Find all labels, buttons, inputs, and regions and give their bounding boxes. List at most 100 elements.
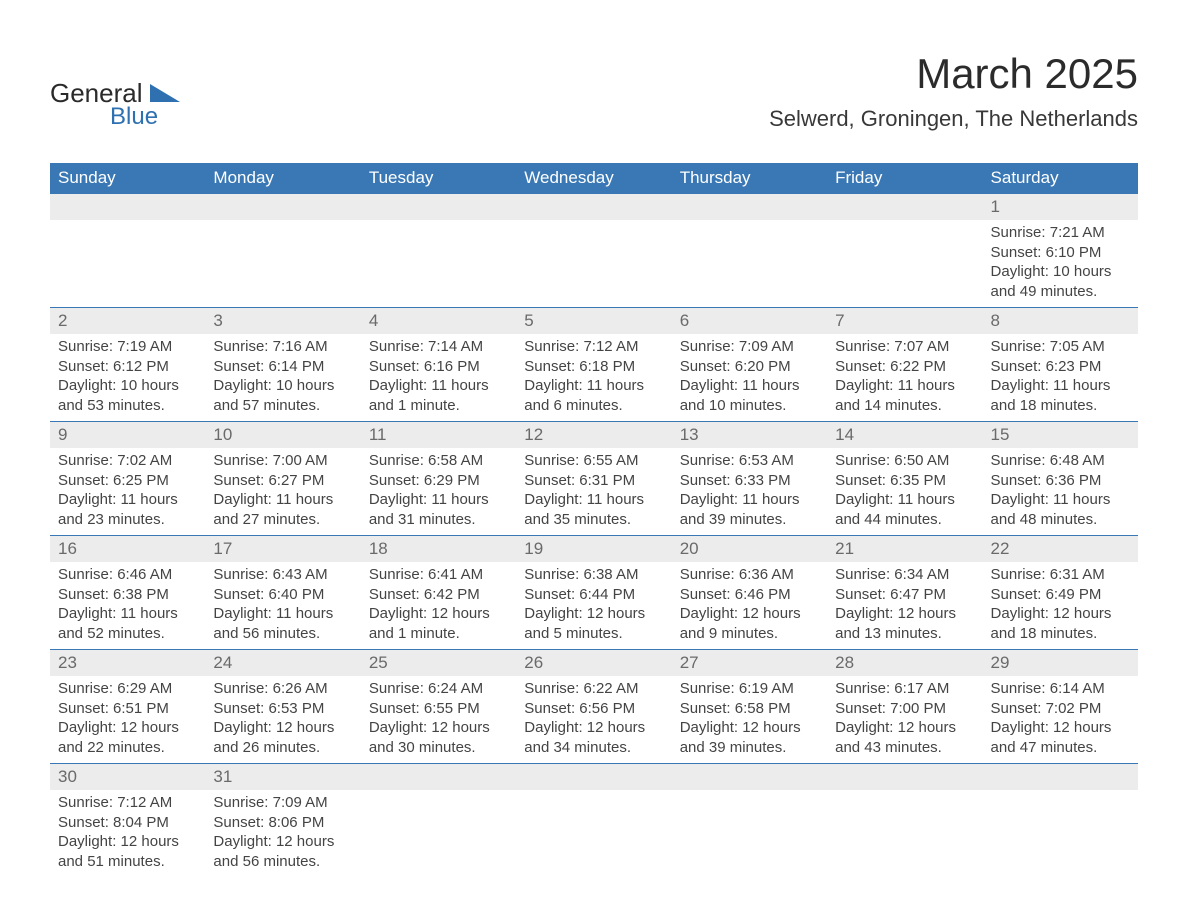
sunrise-line: Sunrise: 6:41 AM [369, 565, 508, 585]
sunrise-line: Sunrise: 7:21 AM [991, 223, 1130, 243]
sunset-line: Sunset: 6:27 PM [213, 471, 352, 491]
day-number-cell: 26 [516, 650, 671, 677]
calendar-table: SundayMondayTuesdayWednesdayThursdayFrid… [50, 163, 1138, 877]
sunrise-line: Sunrise: 7:09 AM [213, 793, 352, 813]
sunrise-line: Sunrise: 7:12 AM [58, 793, 197, 813]
sunrise-line: Sunrise: 6:38 AM [524, 565, 663, 585]
week-data-row: Sunrise: 7:12 AMSunset: 8:04 PMDaylight:… [50, 790, 1138, 877]
logo-text-sub: Blue [110, 103, 158, 130]
day-data-cell: Sunrise: 7:16 AMSunset: 6:14 PMDaylight:… [205, 334, 360, 422]
day-data-cell: Sunrise: 6:55 AMSunset: 6:31 PMDaylight:… [516, 448, 671, 536]
sunset-line: Sunset: 6:38 PM [58, 585, 197, 605]
day-data-cell: Sunrise: 6:43 AMSunset: 6:40 PMDaylight:… [205, 562, 360, 650]
day-number-cell: 27 [672, 650, 827, 677]
sunset-line: Sunset: 7:02 PM [991, 699, 1130, 719]
sunset-line: Sunset: 6:51 PM [58, 699, 197, 719]
day-data-cell: Sunrise: 7:12 AMSunset: 6:18 PMDaylight:… [516, 334, 671, 422]
sunrise-line: Sunrise: 6:14 AM [991, 679, 1130, 699]
daylight-line: Daylight: 12 hours and 43 minutes. [835, 718, 974, 757]
day-data-cell: Sunrise: 7:05 AMSunset: 6:23 PMDaylight:… [983, 334, 1138, 422]
day-data-cell: Sunrise: 6:17 AMSunset: 7:00 PMDaylight:… [827, 676, 982, 764]
day-number-cell: 8 [983, 308, 1138, 335]
day-number-cell: 24 [205, 650, 360, 677]
day-number-cell: 2 [50, 308, 205, 335]
daylight-line: Daylight: 12 hours and 13 minutes. [835, 604, 974, 643]
day-number-cell: 29 [983, 650, 1138, 677]
week-daynum-row: 3031 [50, 764, 1138, 791]
week-data-row: Sunrise: 7:02 AMSunset: 6:25 PMDaylight:… [50, 448, 1138, 536]
day-data-cell: Sunrise: 7:09 AMSunset: 8:06 PMDaylight:… [205, 790, 360, 877]
sunrise-line: Sunrise: 7:19 AM [58, 337, 197, 357]
day-number-cell: 18 [361, 536, 516, 563]
daylight-line: Daylight: 10 hours and 49 minutes. [991, 262, 1130, 301]
weekday-header: Tuesday [361, 163, 516, 194]
sunrise-line: Sunrise: 7:02 AM [58, 451, 197, 471]
day-number-cell: 19 [516, 536, 671, 563]
day-number-cell: 5 [516, 308, 671, 335]
day-data-cell: Sunrise: 6:19 AMSunset: 6:58 PMDaylight:… [672, 676, 827, 764]
week-daynum-row: 9101112131415 [50, 422, 1138, 449]
page-header: General Blue March 2025 Selwerd, Groning… [50, 50, 1138, 145]
daylight-line: Daylight: 11 hours and 56 minutes. [213, 604, 352, 643]
day-number-cell: 31 [205, 764, 360, 791]
day-data-cell [827, 790, 982, 877]
sunrise-line: Sunrise: 7:16 AM [213, 337, 352, 357]
sunrise-line: Sunrise: 6:46 AM [58, 565, 197, 585]
day-data-cell: Sunrise: 6:29 AMSunset: 6:51 PMDaylight:… [50, 676, 205, 764]
daylight-line: Daylight: 12 hours and 26 minutes. [213, 718, 352, 757]
sunset-line: Sunset: 6:22 PM [835, 357, 974, 377]
sunset-line: Sunset: 6:58 PM [680, 699, 819, 719]
sunrise-line: Sunrise: 6:36 AM [680, 565, 819, 585]
day-data-cell [205, 220, 360, 308]
day-number-cell: 1 [983, 194, 1138, 221]
day-data-cell [361, 220, 516, 308]
day-data-cell: Sunrise: 7:12 AMSunset: 8:04 PMDaylight:… [50, 790, 205, 877]
week-daynum-row: 2345678 [50, 308, 1138, 335]
day-data-cell: Sunrise: 7:07 AMSunset: 6:22 PMDaylight:… [827, 334, 982, 422]
day-number-cell [361, 764, 516, 791]
sunrise-line: Sunrise: 7:07 AM [835, 337, 974, 357]
sunrise-line: Sunrise: 6:24 AM [369, 679, 508, 699]
day-data-cell [672, 220, 827, 308]
logo-triangle-icon [150, 84, 180, 102]
daylight-line: Daylight: 11 hours and 23 minutes. [58, 490, 197, 529]
daylight-line: Daylight: 11 hours and 18 minutes. [991, 376, 1130, 415]
sunrise-line: Sunrise: 7:14 AM [369, 337, 508, 357]
day-data-cell: Sunrise: 6:50 AMSunset: 6:35 PMDaylight:… [827, 448, 982, 536]
sunrise-line: Sunrise: 6:55 AM [524, 451, 663, 471]
sunrise-line: Sunrise: 7:00 AM [213, 451, 352, 471]
sunrise-line: Sunrise: 7:05 AM [991, 337, 1130, 357]
daylight-line: Daylight: 11 hours and 14 minutes. [835, 376, 974, 415]
sunrise-line: Sunrise: 6:58 AM [369, 451, 508, 471]
daylight-line: Daylight: 12 hours and 5 minutes. [524, 604, 663, 643]
day-number-cell: 14 [827, 422, 982, 449]
daylight-line: Daylight: 12 hours and 30 minutes. [369, 718, 508, 757]
day-data-cell: Sunrise: 6:31 AMSunset: 6:49 PMDaylight:… [983, 562, 1138, 650]
weekday-header: Monday [205, 163, 360, 194]
day-data-cell [827, 220, 982, 308]
day-data-cell: Sunrise: 6:41 AMSunset: 6:42 PMDaylight:… [361, 562, 516, 650]
day-number-cell: 10 [205, 422, 360, 449]
day-number-cell [516, 764, 671, 791]
day-number-cell: 21 [827, 536, 982, 563]
day-data-cell: Sunrise: 7:02 AMSunset: 6:25 PMDaylight:… [50, 448, 205, 536]
daylight-line: Daylight: 11 hours and 1 minute. [369, 376, 508, 415]
location-subtitle: Selwerd, Groningen, The Netherlands [769, 106, 1138, 132]
day-data-cell: Sunrise: 7:19 AMSunset: 6:12 PMDaylight:… [50, 334, 205, 422]
daylight-line: Daylight: 11 hours and 48 minutes. [991, 490, 1130, 529]
day-data-cell [516, 790, 671, 877]
daylight-line: Daylight: 12 hours and 1 minute. [369, 604, 508, 643]
week-daynum-row: 1 [50, 194, 1138, 221]
sunrise-line: Sunrise: 6:50 AM [835, 451, 974, 471]
sunset-line: Sunset: 6:56 PM [524, 699, 663, 719]
sunset-line: Sunset: 6:44 PM [524, 585, 663, 605]
sunset-line: Sunset: 6:18 PM [524, 357, 663, 377]
day-data-cell: Sunrise: 6:22 AMSunset: 6:56 PMDaylight:… [516, 676, 671, 764]
sunset-line: Sunset: 6:25 PM [58, 471, 197, 491]
day-number-cell: 15 [983, 422, 1138, 449]
day-number-cell: 11 [361, 422, 516, 449]
sunset-line: Sunset: 6:42 PM [369, 585, 508, 605]
day-number-cell [983, 764, 1138, 791]
daylight-line: Daylight: 11 hours and 35 minutes. [524, 490, 663, 529]
daylight-line: Daylight: 11 hours and 27 minutes. [213, 490, 352, 529]
